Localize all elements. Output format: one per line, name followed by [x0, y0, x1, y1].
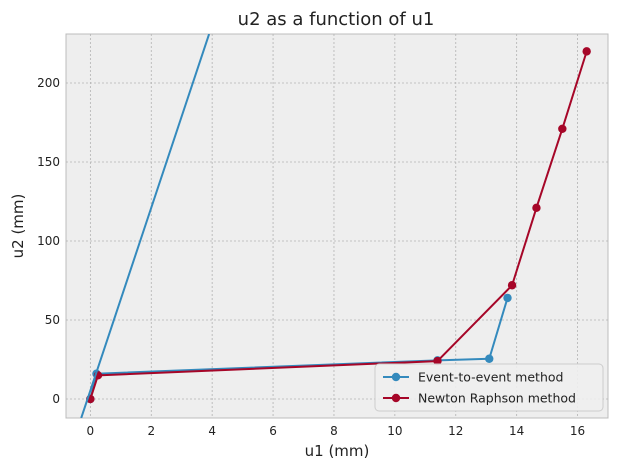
x-tick-label: 10 — [387, 424, 402, 438]
y-tick-label: 150 — [37, 155, 60, 169]
x-axis-label: u1 (mm) — [305, 442, 370, 460]
x-tick-label: 12 — [448, 424, 463, 438]
y-tick-label: 50 — [45, 313, 60, 327]
x-tick-label: 2 — [147, 424, 155, 438]
legend-frame — [374, 363, 604, 412]
series-point-0 — [485, 354, 494, 363]
series-layer — [80, 34, 591, 418]
y-tick-label: 0 — [52, 392, 60, 406]
series-point-1 — [582, 47, 591, 56]
x-tick-label: 6 — [269, 424, 277, 438]
x-tick-label: 4 — [208, 424, 216, 438]
x-tick-label: 8 — [330, 424, 338, 438]
series-point-1 — [507, 281, 517, 290]
chart-title: u2 as a function of u1 — [238, 9, 435, 30]
series-point-1 — [558, 124, 567, 134]
legend: Event-to-event method Newton Raphson meth… — [374, 363, 604, 412]
series-point-0 — [503, 293, 512, 303]
series-line-2 — [80, 34, 211, 418]
y-tick-label: 100 — [37, 234, 60, 248]
x-tick-label: 14 — [509, 424, 524, 438]
tick-labels: 0 2 4 6 8 10 12 14 16 0 50 100 150 200 — [37, 76, 585, 438]
series-point-1 — [532, 203, 541, 213]
x-tick-label: 16 — [570, 424, 585, 438]
x-tick-label: 0 — [87, 424, 95, 438]
y-tick-label: 200 — [37, 76, 60, 90]
legend-items: Event-to-event method Newton Raphson meth… — [383, 370, 576, 406]
grid-layer — [66, 34, 608, 418]
plot-area — [65, 33, 609, 419]
legend-marker — [391, 372, 401, 382]
legend-label: Event-to-event method — [418, 370, 563, 385]
legend-marker — [391, 393, 401, 403]
series-point-1 — [433, 356, 442, 366]
y-axis-label: u2 (mm) — [9, 194, 27, 259]
legend-label: Newton Raphson method — [418, 391, 576, 406]
